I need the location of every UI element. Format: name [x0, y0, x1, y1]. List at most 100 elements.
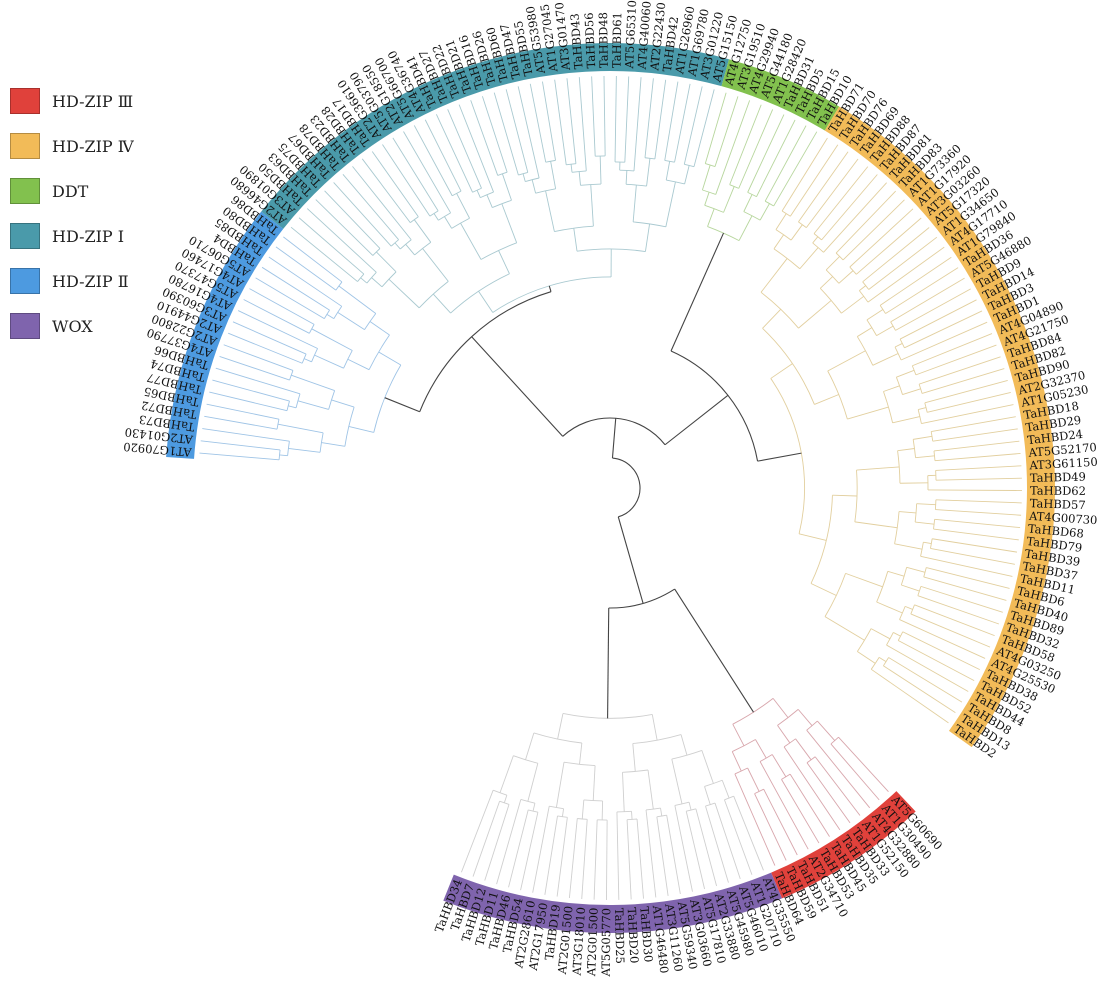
- branch: [447, 109, 482, 189]
- branch: [756, 119, 796, 197]
- branch-arc: [418, 281, 449, 309]
- legend-item-hdzip2: HD-ZIP Ⅱ: [10, 268, 134, 294]
- leaf-label: AT2G01500: [555, 905, 576, 975]
- branch-arc: [612, 457, 641, 518]
- branch: [556, 817, 568, 897]
- branch: [835, 190, 896, 254]
- branch: [866, 309, 884, 321]
- branch-arc: [319, 432, 324, 453]
- branch: [819, 276, 833, 289]
- branch: [277, 423, 324, 434]
- branch: [525, 732, 535, 760]
- leaf-label: TaHBD43: [568, 13, 586, 70]
- branch: [714, 96, 739, 167]
- branch: [413, 219, 432, 243]
- branch: [403, 131, 451, 214]
- branch: [693, 89, 715, 167]
- branch-arc: [835, 252, 844, 261]
- branch-arc: [645, 807, 661, 811]
- branch: [856, 217, 922, 275]
- branch: [845, 572, 883, 588]
- branch: [378, 351, 402, 366]
- branch: [772, 698, 789, 718]
- branch: [670, 232, 725, 352]
- branch: [817, 720, 836, 741]
- branch: [798, 151, 849, 223]
- branch: [870, 628, 891, 640]
- legend-swatch: [10, 178, 40, 204]
- branch: [731, 751, 742, 772]
- branch-arc: [825, 269, 840, 284]
- branch: [876, 601, 903, 614]
- branch: [764, 125, 807, 202]
- branch: [805, 158, 859, 228]
- branch: [607, 607, 610, 719]
- branch: [683, 86, 703, 165]
- leaf-label: TaHBD56: [582, 12, 598, 69]
- branch: [315, 199, 374, 256]
- branch: [923, 576, 1007, 601]
- branch: [614, 76, 617, 162]
- branch: [348, 426, 374, 433]
- branch: [790, 224, 803, 241]
- clade-ring-segment: [721, 59, 840, 131]
- branch: [361, 158, 411, 223]
- branch: [486, 194, 493, 208]
- branch: [433, 213, 439, 221]
- branch: [611, 418, 617, 459]
- branch: [915, 521, 935, 525]
- branch: [933, 528, 1019, 541]
- branch: [545, 190, 555, 232]
- branch: [901, 584, 920, 592]
- branch: [789, 144, 839, 217]
- branch: [371, 151, 419, 218]
- branch-arc: [480, 242, 517, 260]
- branch: [685, 811, 706, 890]
- branch: [888, 657, 963, 703]
- branch: [303, 358, 312, 363]
- branch: [902, 388, 921, 396]
- branch: [243, 299, 310, 334]
- branch: [895, 288, 971, 331]
- branch: [924, 380, 1008, 404]
- branch: [493, 92, 519, 176]
- branch: [897, 448, 915, 452]
- branch: [894, 543, 923, 550]
- branch: [732, 723, 745, 747]
- branch: [444, 216, 453, 229]
- branch: [591, 76, 596, 157]
- branch: [777, 725, 791, 744]
- branch-arc: [608, 588, 675, 609]
- legend-item-ddt: DDT: [10, 178, 134, 204]
- branch: [392, 137, 439, 212]
- branch: [862, 227, 930, 283]
- branch: [773, 131, 818, 207]
- branch: [331, 399, 355, 408]
- legend-label: HD-ZIP Ⅳ: [52, 136, 134, 156]
- branch: [498, 250, 510, 274]
- branch: [290, 226, 358, 282]
- leaf-label: AT3G18010: [569, 907, 588, 977]
- branch: [684, 165, 690, 185]
- branch-arc: [571, 170, 587, 173]
- legend-label: WOX: [52, 316, 93, 336]
- branch: [781, 779, 820, 844]
- branch-arc: [920, 542, 924, 557]
- branch: [920, 555, 1013, 577]
- branch: [288, 405, 297, 409]
- branch-arc: [301, 353, 307, 364]
- branch: [812, 236, 819, 244]
- branch-arc: [287, 441, 290, 456]
- branch: [550, 161, 557, 189]
- branch: [360, 277, 368, 284]
- branch-arc: [910, 604, 915, 615]
- branch: [856, 466, 900, 471]
- leaf-label: TaHBD62: [1030, 484, 1086, 498]
- branch: [503, 795, 508, 803]
- branch: [747, 114, 785, 193]
- branch-arc: [499, 800, 510, 805]
- branch: [913, 435, 933, 440]
- branch: [561, 808, 565, 817]
- branch-arc: [533, 732, 582, 744]
- branch: [755, 739, 767, 759]
